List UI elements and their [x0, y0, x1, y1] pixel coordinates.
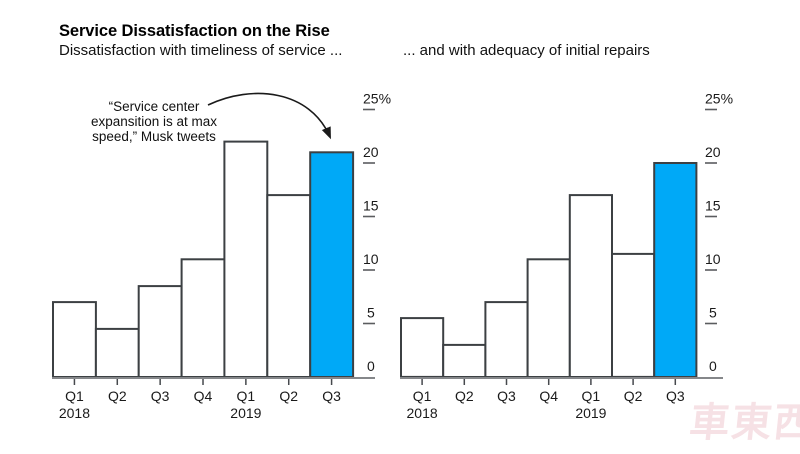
bar-right-3 — [526, 258, 571, 378]
year-label-left-2019: 2019 — [230, 405, 261, 421]
x-label-right-1: Q2 — [455, 388, 474, 404]
chart-right: Q1 Q2 Q3 Q4 Q1 Q2 Q3 2018 2019 0 5 10 15 20 25% — [400, 91, 733, 421]
year-label-right-2019: 2019 — [575, 405, 606, 421]
y-tick-label-left-25pct: 25% — [363, 91, 391, 107]
x-label-left-5: Q2 — [279, 388, 298, 404]
subtitle-right-chart: ... and with adequacy of initial repairs — [403, 42, 650, 59]
x-label-right-3: Q4 — [539, 388, 558, 404]
bar-left-4 — [223, 140, 269, 378]
x-label-left-0: Q1 — [65, 388, 84, 404]
x-label-right-5: Q2 — [624, 388, 643, 404]
watermark: 車東西 — [687, 401, 800, 445]
x-label-left-6: Q3 — [322, 388, 341, 404]
bar-right-1 — [442, 343, 487, 378]
bar-right-5 — [611, 252, 656, 378]
page-title: Service Dissatisfaction on the Rise — [59, 22, 330, 40]
y-tick-label-right-20: 20 — [705, 144, 721, 160]
annotation-musk-tweet: “Service center expansition is at max sp… — [90, 99, 218, 144]
x-label-right-4: Q1 — [582, 388, 601, 404]
bar-left-3 — [180, 258, 226, 378]
bar-right-6-highlighted — [653, 162, 698, 378]
year-label-left-2018: 2018 — [59, 405, 90, 421]
y-tick-label-right-0: 0 — [709, 358, 717, 374]
chart-left: Q1 Q2 Q3 Q4 Q1 Q2 Q3 2018 2019 0 5 10 15 20 25% — [52, 91, 391, 421]
x-label-left-1: Q2 — [108, 388, 127, 404]
y-tick-label-right-10: 10 — [705, 251, 721, 267]
y-tick-label-right-5: 5 — [709, 305, 717, 321]
y-tick-label-right-15: 15 — [705, 198, 721, 214]
subtitle-left-chart: Dissatisfaction with timeliness of servi… — [59, 42, 343, 59]
y-tick-label-right-25pct: 25% — [705, 91, 733, 107]
year-label-right-2018: 2018 — [407, 405, 438, 421]
x-label-right-6: Q3 — [666, 388, 685, 404]
x-label-left-3: Q4 — [194, 388, 213, 404]
bar-right-2 — [484, 301, 529, 379]
bar-left-6-highlighted — [309, 151, 355, 378]
x-label-left-4: Q1 — [237, 388, 256, 404]
y-tick-label-left-15: 15 — [363, 198, 379, 214]
y-tick-label-left-5: 5 — [367, 305, 375, 321]
bar-left-2 — [137, 285, 183, 379]
y-tick-label-left-0: 0 — [367, 358, 375, 374]
x-label-left-2: Q3 — [151, 388, 170, 404]
bar-left-1 — [94, 327, 140, 378]
annotation-arrow — [207, 92, 331, 140]
y-tick-label-left-20: 20 — [363, 144, 379, 160]
bar-right-4 — [568, 194, 613, 378]
x-label-right-0: Q1 — [413, 388, 432, 404]
bar-left-5 — [266, 194, 312, 378]
bar-left-0 — [52, 301, 97, 379]
bar-right-0 — [400, 317, 445, 378]
y-tick-label-left-10: 10 — [363, 251, 379, 267]
x-label-right-2: Q3 — [497, 388, 516, 404]
